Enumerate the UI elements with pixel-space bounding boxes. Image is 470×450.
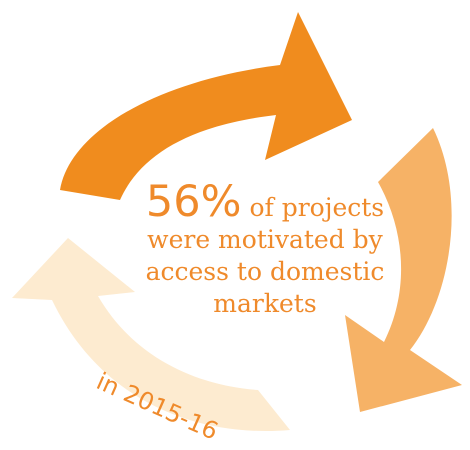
statistic-first-line: 56% of projects [130, 180, 400, 224]
percent-value: 56% [145, 177, 242, 227]
statistic-line-2: were motivated by [147, 225, 383, 254]
statistic-line-3: access to domestic [145, 257, 385, 286]
statistic-text: 56% of projects were motivated by access … [130, 180, 400, 320]
cycle-arrow-top-icon [60, 12, 352, 200]
statistic-line-1: of projects [249, 193, 385, 222]
cycle-arrow-right-icon [345, 128, 462, 412]
cycle-arrow-left-icon [12, 238, 290, 432]
statistic-line-4: markets [213, 289, 317, 318]
